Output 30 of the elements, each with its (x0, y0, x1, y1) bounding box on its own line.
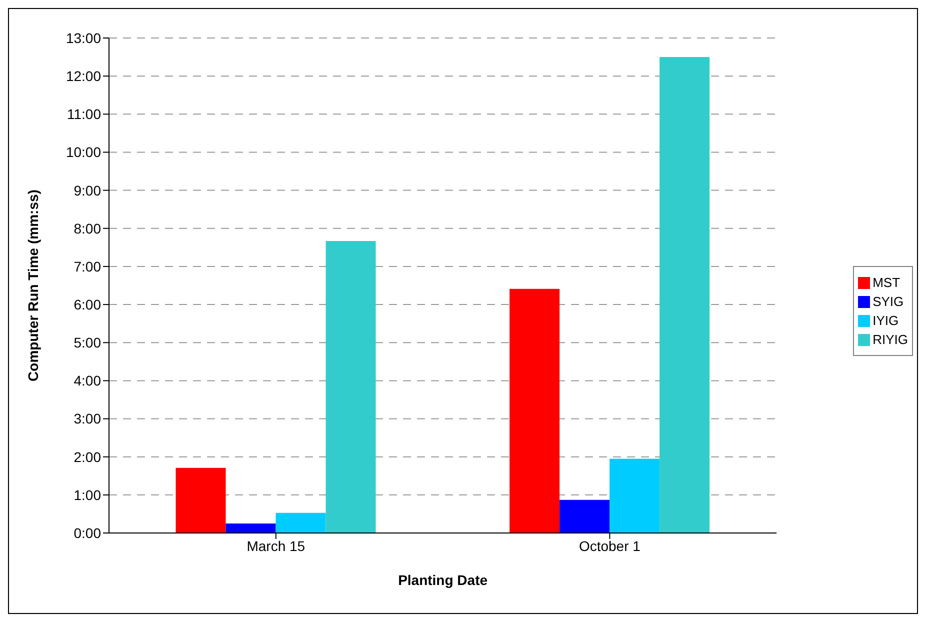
y-tick-label: 11:00 (67, 106, 102, 122)
x-axis-title: Planting Date (398, 572, 488, 588)
legend-label: IYIG (872, 313, 899, 328)
bar (326, 240, 376, 533)
legend-label: RIYIG (872, 332, 908, 347)
legend-label: MST (872, 275, 900, 290)
x-tick-label: March 15 (246, 538, 306, 554)
y-tick-label: 9:00 (74, 182, 102, 198)
y-tick-label: 4:00 (74, 372, 102, 389)
y-tick-label: 2:00 (74, 448, 102, 465)
y-tick-label: 8:00 (74, 220, 102, 236)
x-tick-label: October 1 (578, 538, 641, 554)
y-tick-label: 6:00 (74, 296, 102, 313)
bar (226, 523, 276, 533)
bar (176, 468, 226, 533)
y-tick-label: 10:00 (66, 144, 102, 160)
bar (560, 500, 610, 533)
bar (276, 512, 326, 533)
bar (510, 288, 560, 533)
y-tick-label: 3:00 (74, 410, 102, 427)
bar (610, 458, 660, 533)
y-tick-label: 12:00 (66, 68, 102, 84)
y-tick-label: 5:00 (74, 334, 102, 351)
y-tick-label: 0:00 (74, 524, 102, 541)
bar (660, 57, 710, 533)
y-tick-label: 1:00 (74, 486, 102, 503)
legend-label: SYIG (872, 294, 904, 309)
y-axis-title: Computer Run Time (mm:ss) (24, 190, 41, 382)
y-tick-label: 7:00 (74, 258, 102, 274)
y-tick-label: 13:00 (66, 30, 102, 46)
